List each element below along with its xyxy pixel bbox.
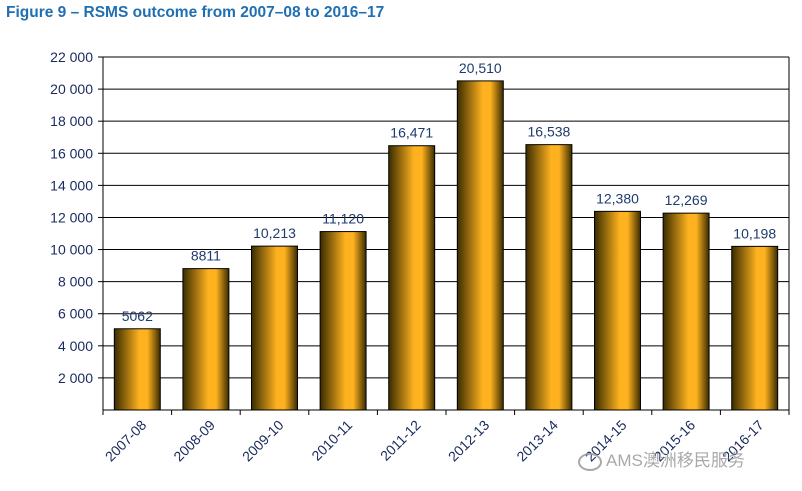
data-label: 11,120 <box>322 211 364 227</box>
data-label: 10,198 <box>733 225 776 241</box>
data-label: 10,213 <box>253 225 296 241</box>
data-label: 12,269 <box>665 192 708 208</box>
y-tick-label: 16 000 <box>50 145 93 161</box>
y-tick-label: 4 000 <box>58 338 93 354</box>
data-label: 12,380 <box>596 190 639 206</box>
x-tick-label: 2013-14 <box>513 417 561 465</box>
y-tick-label: 14 000 <box>50 177 93 193</box>
bar-2007-08 <box>113 328 161 411</box>
data-label: 8811 <box>191 248 221 264</box>
data-label: 5062 <box>122 308 153 324</box>
x-tick-label: 2012-13 <box>445 417 493 465</box>
bar-2015-16 <box>662 212 710 411</box>
bar-2008-09 <box>182 268 230 411</box>
y-tick-label: 8 000 <box>58 274 93 290</box>
y-tick-labels: 2 000 4 000 6 000 8 000 10 000 12 000 14 000 16… <box>50 49 93 386</box>
data-labels: 5062 8811 10,213 11,120 16,471 20,510 16,538 12… <box>122 60 777 324</box>
bar-2014-15 <box>594 210 641 411</box>
chart-title: Figure 9 – RSMS outcome from 2007–08 to … <box>6 4 385 21</box>
axes <box>98 56 790 415</box>
y-tick-label: 22 000 <box>50 49 93 65</box>
y-tick-label: 12 000 <box>50 209 93 225</box>
data-label: 20,510 <box>459 60 502 76</box>
bar-2011-12 <box>388 145 436 411</box>
x-tick-label: 2008-09 <box>170 417 218 465</box>
watermark: AMS澳洲移民服务 <box>578 446 745 471</box>
bar-2009-10 <box>251 245 298 411</box>
y-tick-label: 6 000 <box>58 306 93 322</box>
y-tick-label: 2 000 <box>58 370 93 386</box>
bars <box>113 80 779 411</box>
x-tick-label: 2009-10 <box>239 417 287 465</box>
x-tick-label: 2011-12 <box>377 417 424 464</box>
data-label: 16,538 <box>527 124 570 140</box>
watermark-text: AMS澳洲移民服务 <box>606 451 745 470</box>
y-tick-label: 10 000 <box>50 242 93 258</box>
data-label: 16,471 <box>390 125 433 141</box>
wechat-icon <box>578 452 602 471</box>
bar-2016-17 <box>731 245 779 411</box>
bar-2012-13 <box>456 80 504 411</box>
x-tick-label: 2007-08 <box>102 417 150 465</box>
y-tick-label: 20 000 <box>50 81 93 97</box>
y-tick-label: 18 000 <box>50 113 93 129</box>
bar-2010-11 <box>319 231 367 411</box>
x-tick-label: 2010-11 <box>308 417 355 464</box>
bar-2013-14 <box>525 144 573 411</box>
